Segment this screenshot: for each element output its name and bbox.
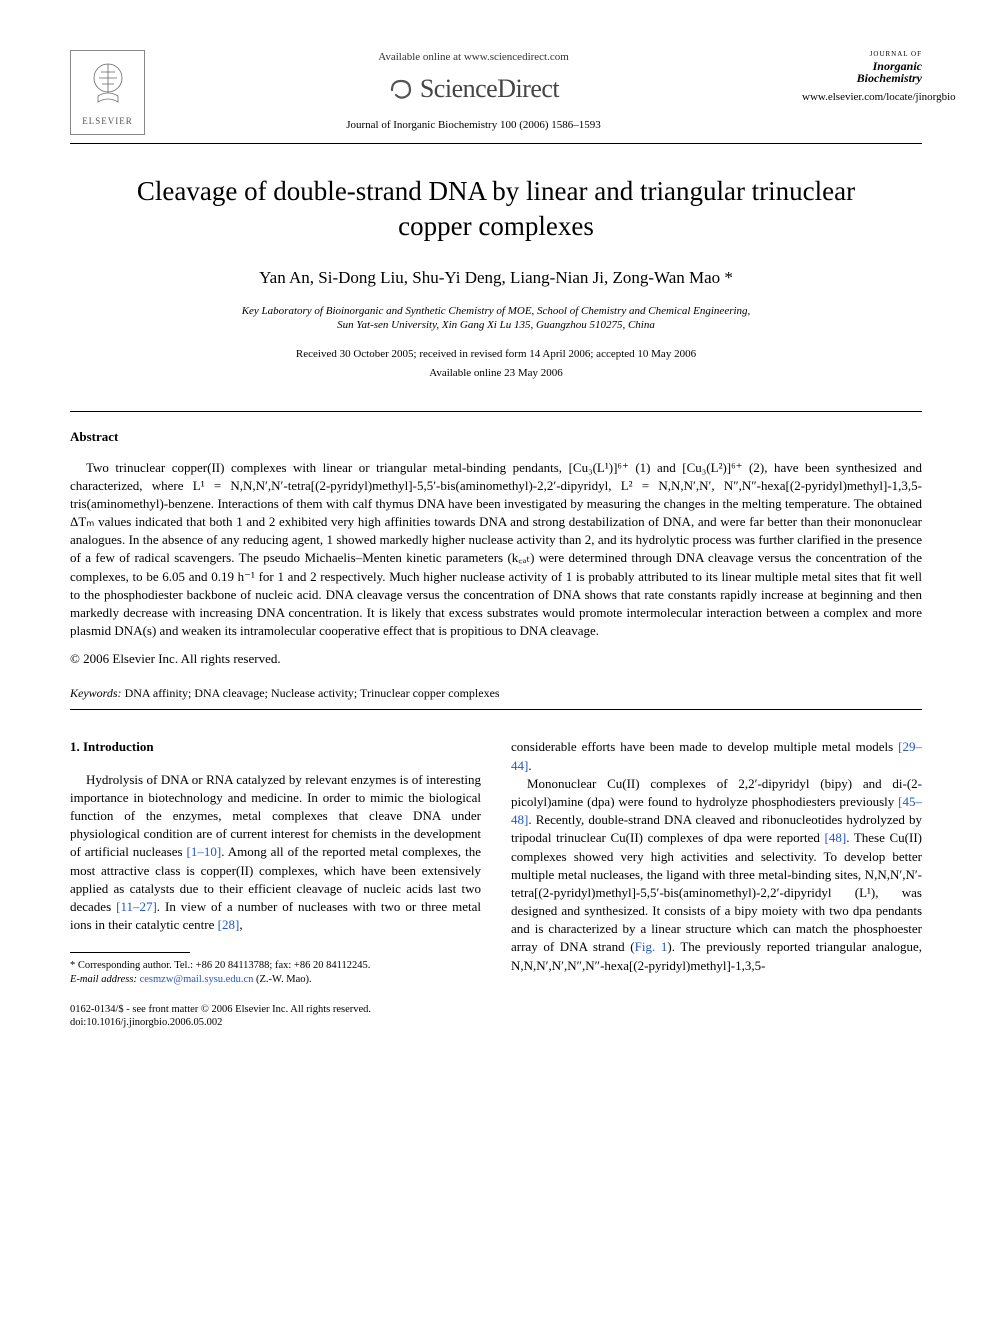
available-online-text: Available online at www.sciencedirect.co… [165, 50, 782, 65]
affiliation-line1: Key Laboratory of Bioinorganic and Synth… [242, 305, 751, 317]
header-rule [70, 143, 922, 144]
intro-text-1d: , [239, 917, 242, 932]
keywords-text: DNA affinity; DNA cleavage; Nuclease act… [122, 686, 500, 700]
citation-link-11-27[interactable]: [11–27] [116, 899, 157, 914]
intro-text-2b: . [528, 758, 531, 773]
keywords: Keywords: DNA affinity; DNA cleavage; Nu… [70, 685, 922, 702]
intro-paragraph-2: Mononuclear Cu(II) complexes of 2,2′-dip… [511, 775, 922, 975]
copyright: © 2006 Elsevier Inc. All rights reserved… [70, 650, 922, 668]
center-header: Available online at www.sciencedirect.co… [145, 50, 802, 133]
affiliation: Key Laboratory of Bioinorganic and Synth… [70, 304, 922, 333]
sciencedirect-text: ScienceDirect [420, 71, 559, 107]
available-online-date: Available online 23 May 2006 [70, 366, 922, 381]
doi-block: 0162-0134/$ - see front matter © 2006 El… [70, 1003, 481, 1030]
sciencedirect-icon [388, 77, 414, 103]
affiliation-line2: Sun Yat-sen University, Xin Gang Xi Lu 1… [337, 319, 655, 331]
intro-paragraph-1: Hydrolysis of DNA or RNA catalyzed by re… [70, 771, 481, 935]
right-column: considerable efforts have been made to d… [511, 738, 922, 1029]
email-suffix: (Z.-W. Mao). [253, 974, 311, 985]
citation-link-1-10[interactable]: [1–10] [187, 844, 222, 859]
journal-logo: JOURNAL OF Inorganic Biochemistry www.el… [802, 50, 922, 105]
authors: Yan An, Si-Dong Liu, Shu-Yi Deng, Liang-… [70, 266, 922, 290]
left-column: 1. Introduction Hydrolysis of DNA or RNA… [70, 738, 481, 1029]
front-matter-text: 0162-0134/$ - see front matter © 2006 El… [70, 1003, 481, 1017]
page-header: ELSEVIER Available online at www.science… [70, 50, 922, 135]
journal-url: www.elsevier.com/locate/jinorgbio [802, 90, 922, 105]
corresponding-author-text: * Corresponding author. Tel.: +86 20 841… [70, 959, 481, 973]
intro-text-3c: . These Cu(II) complexes showed very hig… [511, 830, 922, 954]
intro-text-2a: considerable efforts have been made to d… [511, 739, 898, 754]
sciencedirect-logo: ScienceDirect [165, 71, 782, 107]
abstract-top-rule [70, 411, 922, 412]
elsevier-label: ELSEVIER [82, 115, 133, 128]
email-label: E-mail address: [70, 974, 137, 985]
journal-reference: Journal of Inorganic Biochemistry 100 (2… [165, 118, 782, 133]
figure-link-1[interactable]: Fig. 1 [635, 939, 668, 954]
abstract-text: Two trinuclear copper(II) complexes with… [70, 460, 922, 639]
journal-logo-line1: Inorganic [802, 60, 922, 72]
body-columns: 1. Introduction Hydrolysis of DNA or RNA… [70, 738, 922, 1029]
journal-logo-line2: Biochemistry [802, 72, 922, 84]
article-title: Cleavage of double-strand DNA by linear … [130, 174, 862, 244]
citation-link-48[interactable]: [48] [825, 830, 847, 845]
abstract-bottom-rule [70, 709, 922, 710]
email-link[interactable]: cesmzw@mail.sysu.edu.cn [140, 974, 254, 985]
citation-link-28[interactable]: [28] [218, 917, 240, 932]
introduction-heading: 1. Introduction [70, 738, 481, 756]
intro-paragraph-1-cont: considerable efforts have been made to d… [511, 738, 922, 774]
corresponding-author-footnote: * Corresponding author. Tel.: +86 20 841… [70, 959, 481, 986]
abstract-heading: Abstract [70, 428, 922, 446]
intro-text-3a: Mononuclear Cu(II) complexes of 2,2′-dip… [511, 776, 922, 809]
elsevier-tree-icon [83, 58, 133, 113]
email-line: E-mail address: cesmzw@mail.sysu.edu.cn … [70, 973, 481, 987]
footnote-separator [70, 952, 190, 953]
doi-text: doi:10.1016/j.jinorgbio.2006.05.002 [70, 1016, 481, 1030]
elsevier-logo: ELSEVIER [70, 50, 145, 135]
abstract-body: Two trinuclear copper(II) complexes with… [70, 459, 922, 641]
keywords-label: Keywords: [70, 686, 122, 700]
received-dates: Received 30 October 2005; received in re… [70, 347, 922, 362]
